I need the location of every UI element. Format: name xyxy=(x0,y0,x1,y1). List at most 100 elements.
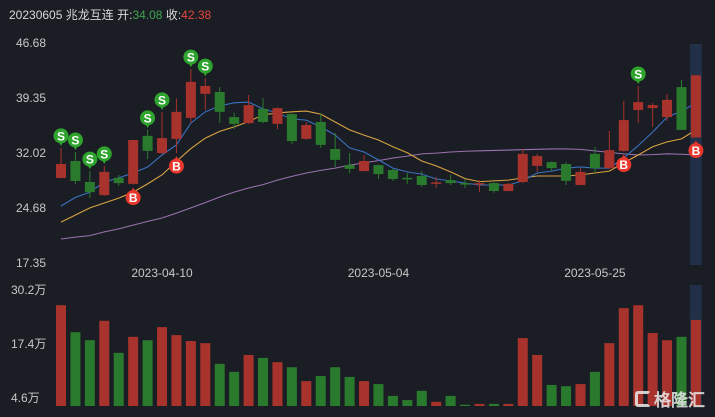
sell-signal-marker: S xyxy=(154,92,170,110)
volume-bar xyxy=(200,343,211,406)
candle-body xyxy=(99,171,110,196)
volume-bar xyxy=(604,343,615,406)
sell-signal-marker: S xyxy=(630,66,646,84)
candle-body xyxy=(315,121,326,145)
volume-bar xyxy=(690,319,701,406)
marker-label: S xyxy=(144,111,152,125)
volume-bar xyxy=(546,384,557,406)
candle xyxy=(214,87,225,124)
volume-tick-label: 4.6万 xyxy=(11,391,40,405)
candle-body xyxy=(633,102,644,110)
candle-body xyxy=(474,183,485,185)
volume-bar xyxy=(431,401,442,406)
candle-body xyxy=(185,81,196,118)
volume-bar xyxy=(647,333,658,406)
marker-badge xyxy=(96,146,112,162)
volume-bar xyxy=(662,340,673,406)
volume-bar xyxy=(185,341,196,406)
candle-body xyxy=(286,114,297,142)
candle-body xyxy=(402,177,413,180)
volume-bar xyxy=(301,381,312,406)
marker-badge xyxy=(688,143,704,159)
volume-bar xyxy=(272,362,283,406)
volume-bar xyxy=(589,371,600,406)
candle xyxy=(229,112,240,130)
candle xyxy=(416,171,427,187)
marker-label: B xyxy=(692,144,701,158)
candle xyxy=(460,178,471,188)
candle xyxy=(532,153,543,172)
candle xyxy=(185,69,196,124)
volume-bar xyxy=(229,371,240,406)
candle xyxy=(56,147,66,179)
candle-body xyxy=(589,153,600,169)
marker-label: S xyxy=(100,147,108,161)
candle xyxy=(142,129,153,160)
marker-label: S xyxy=(634,67,642,81)
volume-tick-label: 30.2万 xyxy=(11,283,46,297)
marker-label: S xyxy=(187,51,195,65)
candle xyxy=(575,168,586,186)
volume-bar xyxy=(344,376,355,406)
volume-bar xyxy=(676,336,687,406)
marker-badge xyxy=(630,66,646,82)
marker-label: B xyxy=(172,160,181,174)
buy-signal-marker: B xyxy=(688,140,704,159)
marker-badge xyxy=(67,132,83,148)
watermark-logo: 格隆汇 xyxy=(635,386,705,411)
candle-body xyxy=(128,139,139,184)
volume-bar xyxy=(99,320,110,406)
sell-signal-marker: S xyxy=(82,151,98,170)
candle xyxy=(546,161,557,172)
marker-label: S xyxy=(158,93,166,107)
volume-bar xyxy=(70,332,81,406)
marker-label: B xyxy=(129,191,138,205)
candle xyxy=(272,107,283,130)
close-value: 42.38 xyxy=(181,8,212,22)
candle xyxy=(402,172,413,184)
candle xyxy=(647,102,658,127)
open-label: 开: xyxy=(117,8,133,22)
watermark-text: 格隆汇 xyxy=(654,391,705,410)
candle xyxy=(662,93,673,121)
volume-bar xyxy=(171,335,182,406)
candle xyxy=(690,75,701,138)
candle xyxy=(604,130,615,169)
candle xyxy=(359,154,370,172)
marker-badge xyxy=(183,49,199,65)
volume-bar xyxy=(488,403,499,406)
volume-bar xyxy=(402,400,413,406)
sell-signal-marker: S xyxy=(53,128,69,146)
candle-body xyxy=(142,135,153,151)
candle xyxy=(633,85,644,124)
candle xyxy=(84,171,95,199)
candle xyxy=(676,79,687,130)
marker-label: S xyxy=(201,60,209,74)
candle-body xyxy=(416,175,427,185)
marker-badge xyxy=(140,110,156,126)
buy-signal-marker: B xyxy=(616,154,632,173)
volume-bar xyxy=(84,340,95,406)
date-tick-label: 2023-05-25 xyxy=(564,266,626,280)
candle xyxy=(99,165,110,196)
candle xyxy=(488,182,499,193)
volume-bar xyxy=(633,305,644,406)
candle-body xyxy=(662,99,673,118)
candle-body xyxy=(676,87,687,130)
candle-body xyxy=(517,153,528,182)
marker-badge xyxy=(168,158,184,174)
date-tick-label: 2023-04-10 xyxy=(131,266,193,280)
candle xyxy=(589,147,600,173)
candle xyxy=(373,164,384,179)
candle-body xyxy=(618,120,629,151)
volume-bar xyxy=(532,354,543,406)
volume-bar xyxy=(373,384,384,406)
candle-body xyxy=(387,169,398,179)
candle-body xyxy=(200,85,211,94)
price-tick-label: 32.02 xyxy=(16,146,46,160)
ma30-line xyxy=(60,148,696,240)
candle-body xyxy=(575,171,586,185)
candle-body xyxy=(301,124,312,139)
candle xyxy=(200,78,211,110)
